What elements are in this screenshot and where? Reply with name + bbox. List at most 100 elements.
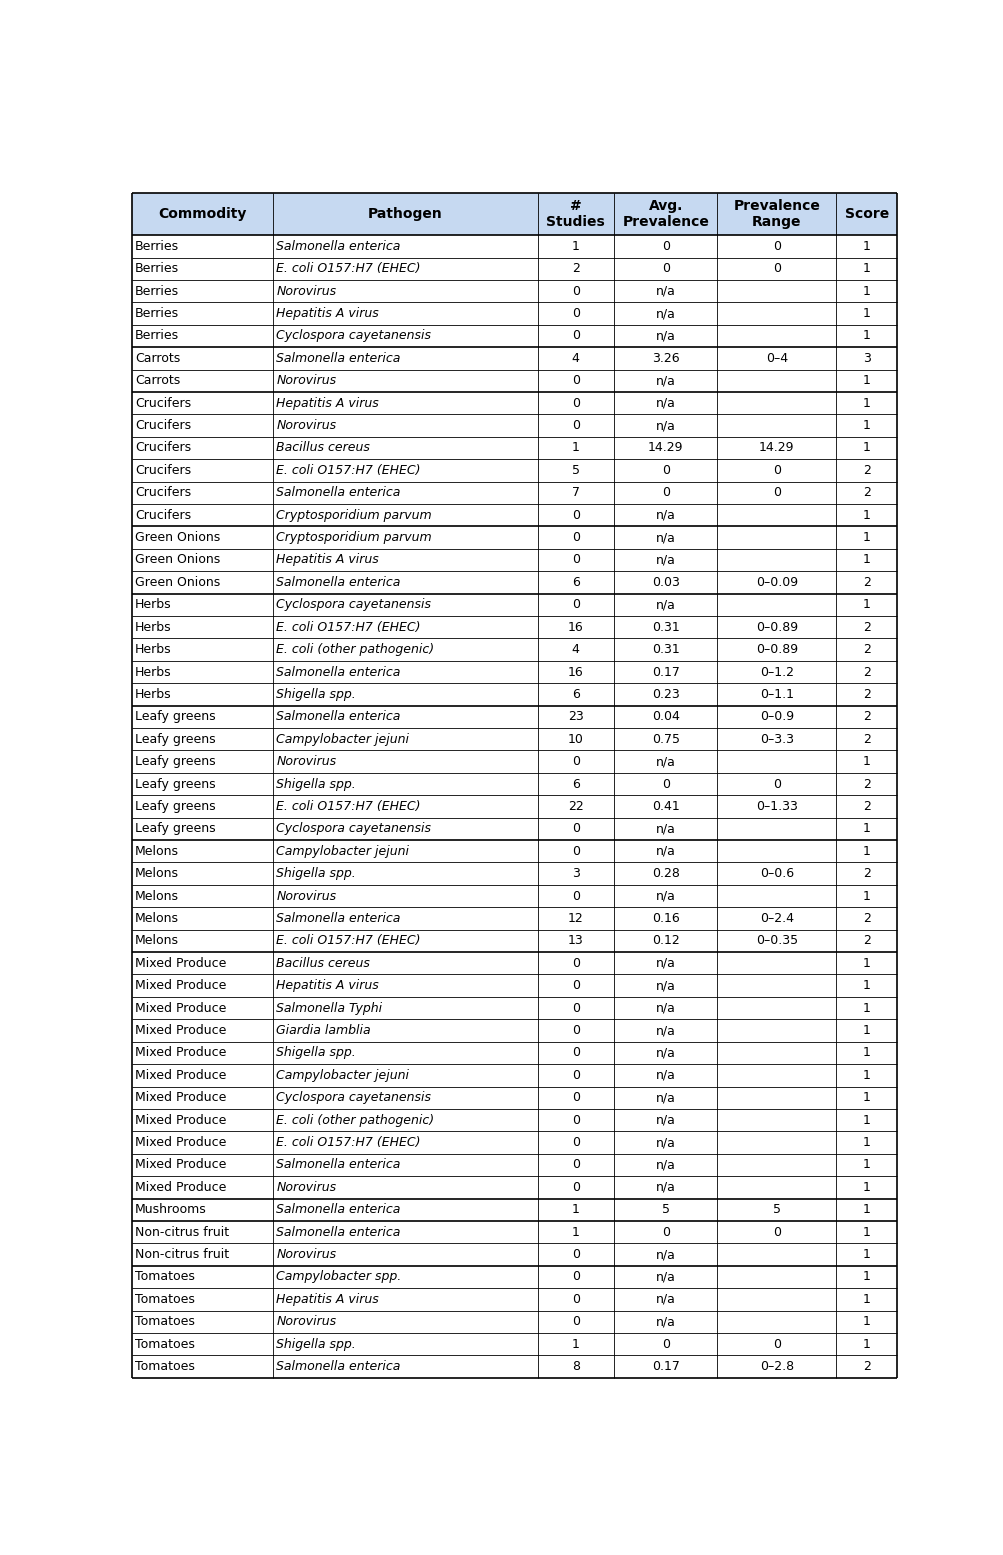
Text: Salmonella enterica: Salmonella enterica — [276, 1361, 400, 1373]
Text: Cryptosporidium parvum: Cryptosporidium parvum — [276, 532, 431, 544]
Text: Norovirus: Norovirus — [276, 285, 336, 297]
Bar — [131, 571, 897, 594]
Text: 1: 1 — [862, 889, 870, 902]
Text: n/a: n/a — [655, 956, 675, 970]
Text: Mixed Produce: Mixed Produce — [134, 1025, 226, 1037]
Text: 0–1.1: 0–1.1 — [759, 687, 793, 701]
Text: 0: 0 — [572, 418, 579, 432]
Bar — [131, 235, 897, 258]
Text: 1: 1 — [862, 956, 870, 970]
Text: Mixed Produce: Mixed Produce — [134, 1158, 226, 1171]
Text: 2: 2 — [862, 711, 870, 723]
Bar — [131, 1176, 897, 1199]
Text: Cyclospora cayetanensis: Cyclospora cayetanensis — [276, 599, 431, 611]
Text: 0.17: 0.17 — [651, 1361, 679, 1373]
Text: 0: 0 — [661, 1225, 669, 1239]
Text: 2: 2 — [862, 575, 870, 589]
Text: Norovirus: Norovirus — [276, 418, 336, 432]
Text: Herbs: Herbs — [134, 620, 172, 634]
Text: Hepatitis A virus: Hepatitis A virus — [276, 1292, 379, 1306]
Text: Norovirus: Norovirus — [276, 889, 336, 902]
Bar — [131, 594, 897, 616]
Bar — [131, 1087, 897, 1109]
Text: 13: 13 — [568, 935, 583, 947]
Text: 0: 0 — [572, 1047, 579, 1059]
Text: 3: 3 — [862, 351, 870, 365]
Text: 1: 1 — [862, 1137, 870, 1149]
Text: 1: 1 — [862, 1113, 870, 1127]
Text: 0.16: 0.16 — [651, 911, 679, 925]
Text: Campylobacter jejuni: Campylobacter jejuni — [276, 844, 409, 858]
Text: 1: 1 — [862, 1204, 870, 1216]
Text: Salmonella enterica: Salmonella enterica — [276, 351, 400, 365]
Text: 0: 0 — [572, 1137, 579, 1149]
Text: 23: 23 — [568, 711, 583, 723]
Text: 0: 0 — [661, 263, 669, 275]
Text: 0: 0 — [772, 1225, 780, 1239]
Text: 0: 0 — [572, 1113, 579, 1127]
Text: 3: 3 — [572, 868, 579, 880]
Text: 1: 1 — [862, 756, 870, 768]
Text: 1: 1 — [862, 823, 870, 835]
Text: 2: 2 — [862, 1361, 870, 1373]
Text: Mixed Produce: Mixed Produce — [134, 1092, 226, 1104]
Text: 0: 0 — [572, 956, 579, 970]
Text: 8: 8 — [572, 1361, 579, 1373]
Text: n/a: n/a — [655, 980, 675, 992]
Text: Pathogen: Pathogen — [368, 207, 442, 221]
Bar — [131, 1019, 897, 1042]
Text: 0: 0 — [572, 306, 579, 320]
Text: Berries: Berries — [134, 263, 179, 275]
Text: n/a: n/a — [655, 1001, 675, 1014]
Text: n/a: n/a — [655, 1270, 675, 1283]
Text: 0: 0 — [572, 1180, 579, 1194]
Text: 2: 2 — [862, 620, 870, 634]
Text: 0–0.6: 0–0.6 — [759, 868, 793, 880]
Text: n/a: n/a — [655, 1113, 675, 1127]
Text: Shigella spp.: Shigella spp. — [276, 778, 356, 790]
Text: 1: 1 — [572, 1204, 579, 1216]
Text: n/a: n/a — [655, 1249, 675, 1261]
Text: 1: 1 — [862, 1292, 870, 1306]
Bar — [131, 437, 897, 459]
Text: 0: 0 — [572, 889, 579, 902]
Text: 2: 2 — [862, 644, 870, 656]
Text: 6: 6 — [572, 687, 579, 701]
Text: 12: 12 — [568, 911, 583, 925]
Bar — [131, 885, 897, 907]
Bar — [131, 549, 897, 571]
Text: Herbs: Herbs — [134, 687, 172, 701]
Text: Shigella spp.: Shigella spp. — [276, 687, 356, 701]
Text: Hepatitis A virus: Hepatitis A virus — [276, 554, 379, 566]
Text: 0: 0 — [572, 1158, 579, 1171]
Text: Cyclospora cayetanensis: Cyclospora cayetanensis — [276, 1092, 431, 1104]
Text: 0.12: 0.12 — [651, 935, 679, 947]
Text: Leafy greens: Leafy greens — [134, 732, 216, 746]
Text: n/a: n/a — [655, 1047, 675, 1059]
Text: E. coli (other pathogenic): E. coli (other pathogenic) — [276, 644, 434, 656]
Bar — [131, 930, 897, 952]
Bar — [131, 459, 897, 482]
Text: 0: 0 — [572, 532, 579, 544]
Text: Carrots: Carrots — [134, 375, 180, 387]
Text: Cyclospora cayetanensis: Cyclospora cayetanensis — [276, 823, 431, 835]
Text: 2: 2 — [862, 799, 870, 813]
Text: Herbs: Herbs — [134, 599, 172, 611]
Text: n/a: n/a — [655, 306, 675, 320]
Text: 0: 0 — [572, 554, 579, 566]
Text: 0–4: 0–4 — [765, 351, 787, 365]
Text: 0: 0 — [572, 1001, 579, 1014]
Text: 1: 1 — [862, 306, 870, 320]
Text: Tomatoes: Tomatoes — [134, 1337, 195, 1351]
Bar — [131, 504, 897, 527]
Text: Melons: Melons — [134, 911, 179, 925]
Text: 3.26: 3.26 — [651, 351, 679, 365]
Text: 1: 1 — [862, 442, 870, 454]
Text: Crucifers: Crucifers — [134, 463, 191, 477]
Text: Salmonella Typhi: Salmonella Typhi — [276, 1001, 382, 1014]
Text: n/a: n/a — [655, 1292, 675, 1306]
Text: 0: 0 — [572, 756, 579, 768]
Bar — [131, 1288, 897, 1311]
Text: n/a: n/a — [655, 1158, 675, 1171]
Text: n/a: n/a — [655, 889, 675, 902]
